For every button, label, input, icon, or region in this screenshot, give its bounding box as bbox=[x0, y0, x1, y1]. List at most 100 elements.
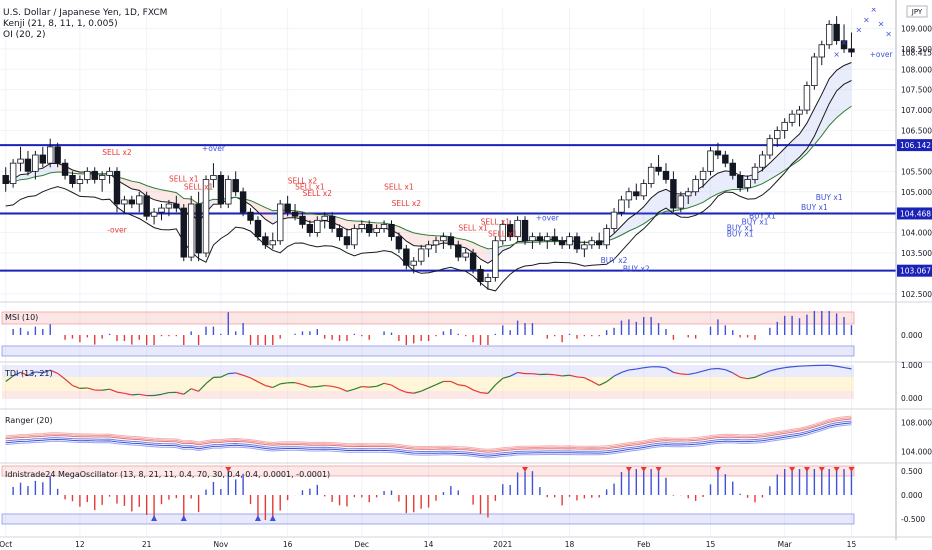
candle[interactable] bbox=[685, 187, 692, 204]
candle[interactable] bbox=[403, 244, 410, 270]
candle[interactable] bbox=[113, 167, 121, 213]
candle[interactable] bbox=[143, 191, 150, 221]
candle[interactable] bbox=[551, 228, 558, 245]
candle[interactable] bbox=[477, 265, 484, 286]
candle[interactable] bbox=[455, 240, 462, 262]
candle[interactable] bbox=[417, 244, 425, 266]
candle[interactable] bbox=[128, 195, 136, 209]
candle[interactable] bbox=[655, 155, 662, 176]
candle[interactable] bbox=[796, 106, 803, 127]
candle[interactable] bbox=[121, 195, 128, 213]
candle[interactable] bbox=[514, 216, 521, 241]
candle[interactable] bbox=[358, 220, 366, 233]
candle[interactable] bbox=[173, 195, 180, 213]
candle[interactable] bbox=[225, 175, 232, 209]
candle[interactable] bbox=[136, 191, 143, 213]
candle[interactable] bbox=[833, 16, 840, 45]
candle[interactable] bbox=[529, 232, 536, 249]
candle[interactable] bbox=[640, 179, 647, 200]
candle[interactable] bbox=[610, 208, 618, 233]
candle[interactable] bbox=[788, 110, 796, 127]
candle[interactable] bbox=[558, 236, 566, 249]
candle[interactable] bbox=[284, 195, 291, 217]
candle[interactable] bbox=[380, 220, 388, 233]
candle[interactable] bbox=[195, 191, 202, 262]
candle[interactable] bbox=[425, 240, 432, 258]
ranger-panel[interactable] bbox=[5, 415, 852, 459]
candle[interactable] bbox=[536, 232, 544, 245]
candle[interactable] bbox=[707, 146, 714, 176]
candle[interactable] bbox=[729, 159, 736, 180]
candle[interactable] bbox=[744, 175, 751, 192]
candle[interactable] bbox=[336, 224, 343, 241]
candle[interactable] bbox=[395, 232, 403, 253]
candle[interactable] bbox=[210, 163, 217, 188]
candle[interactable] bbox=[47, 138, 54, 168]
candle[interactable] bbox=[76, 175, 84, 192]
candle[interactable] bbox=[447, 232, 455, 249]
candle[interactable] bbox=[299, 212, 306, 229]
candle[interactable] bbox=[61, 159, 69, 180]
candle[interactable] bbox=[440, 232, 447, 249]
candle[interactable] bbox=[165, 199, 173, 217]
candle[interactable] bbox=[759, 150, 766, 172]
candle[interactable] bbox=[811, 52, 818, 90]
candle[interactable] bbox=[32, 150, 39, 180]
candlestick-series[interactable] bbox=[2, 16, 855, 290]
candle[interactable] bbox=[366, 220, 373, 237]
candle[interactable] bbox=[91, 167, 98, 184]
candle[interactable] bbox=[69, 171, 76, 188]
candle[interactable] bbox=[187, 195, 195, 262]
candle[interactable] bbox=[544, 232, 551, 249]
candle[interactable] bbox=[521, 216, 529, 245]
candle[interactable] bbox=[803, 81, 811, 115]
candle[interactable] bbox=[625, 187, 633, 209]
candle[interactable] bbox=[247, 208, 254, 225]
candle[interactable] bbox=[595, 232, 603, 249]
candle[interactable] bbox=[314, 216, 321, 237]
candle[interactable] bbox=[647, 163, 655, 188]
candle[interactable] bbox=[736, 171, 744, 192]
candle[interactable] bbox=[692, 175, 699, 196]
candle[interactable] bbox=[24, 150, 32, 176]
candle[interactable] bbox=[774, 126, 781, 147]
candle[interactable] bbox=[677, 191, 685, 213]
candle[interactable] bbox=[388, 220, 395, 241]
candle[interactable] bbox=[39, 146, 47, 168]
candle[interactable] bbox=[492, 236, 499, 282]
candle[interactable] bbox=[84, 167, 91, 184]
candle[interactable] bbox=[410, 257, 417, 274]
candle[interactable] bbox=[232, 171, 239, 196]
candle[interactable] bbox=[343, 228, 351, 249]
candle[interactable] bbox=[54, 142, 61, 168]
candle[interactable] bbox=[180, 204, 187, 262]
candle[interactable] bbox=[714, 142, 722, 160]
candle[interactable] bbox=[269, 232, 277, 249]
currency-badge[interactable] bbox=[906, 5, 928, 18]
candle[interactable] bbox=[106, 167, 113, 184]
candle[interactable] bbox=[722, 150, 729, 168]
candle[interactable] bbox=[484, 273, 492, 290]
candle[interactable] bbox=[217, 171, 225, 209]
candle[interactable] bbox=[618, 195, 625, 217]
candle[interactable] bbox=[202, 175, 210, 258]
candle[interactable] bbox=[328, 212, 336, 233]
candle[interactable] bbox=[469, 248, 477, 274]
candle[interactable] bbox=[276, 199, 284, 245]
candle[interactable] bbox=[9, 159, 17, 188]
candle[interactable] bbox=[699, 167, 707, 188]
candle[interactable] bbox=[766, 134, 774, 160]
candle[interactable] bbox=[321, 212, 328, 229]
candle[interactable] bbox=[351, 224, 358, 249]
candle[interactable] bbox=[2, 167, 9, 192]
mega-oscillator-panel[interactable] bbox=[1, 465, 855, 525]
candle[interactable] bbox=[373, 224, 380, 237]
candle[interactable] bbox=[603, 224, 610, 249]
candle[interactable] bbox=[506, 220, 514, 241]
candle[interactable] bbox=[291, 204, 299, 221]
candle[interactable] bbox=[158, 204, 165, 221]
candle[interactable] bbox=[588, 236, 596, 249]
candle[interactable] bbox=[254, 216, 262, 241]
candle[interactable] bbox=[566, 232, 573, 249]
